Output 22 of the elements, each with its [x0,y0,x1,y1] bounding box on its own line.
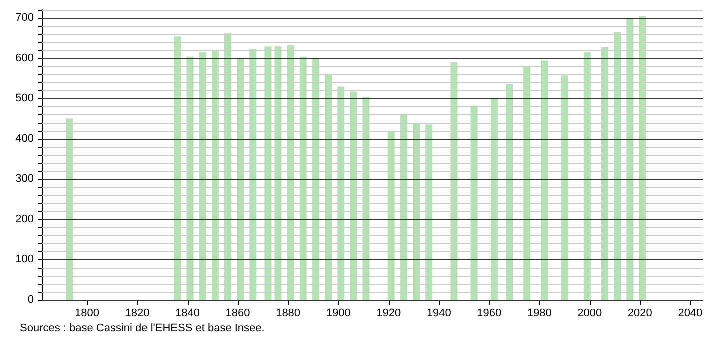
x-tick-label: 1920 [376,308,402,320]
x-tick-label: 2000 [578,308,602,320]
y-tick-label: 200 [16,213,34,226]
y-tick-label: 700 [16,12,34,24]
y-tick-label: 600 [16,52,34,64]
x-tick-label: 1860 [226,308,250,320]
x-tick-label: 1840 [176,308,200,320]
x-tick-label: 1940 [426,308,452,320]
source-note: Sources : base Cassini de l'EHESS et base Insee. [20,322,265,334]
y-tick-label: 100 [16,254,34,266]
y-tick-label: 500 [16,92,34,105]
x-tick-label: 2040 [678,308,703,320]
x-tick-label: 1820 [125,308,150,320]
x-tick-label: 1800 [74,308,100,320]
x-tick-label: 2020 [628,308,652,320]
y-tick-label: 300 [16,173,34,186]
x-tick-label: 1980 [527,308,552,320]
y-tick-label: 0 [28,294,34,306]
x-tick-label: 1880 [276,308,301,320]
x-tick-label: 1900 [326,308,351,320]
x-tick-label: 1960 [477,308,502,320]
y-tick-label: 400 [16,132,34,145]
